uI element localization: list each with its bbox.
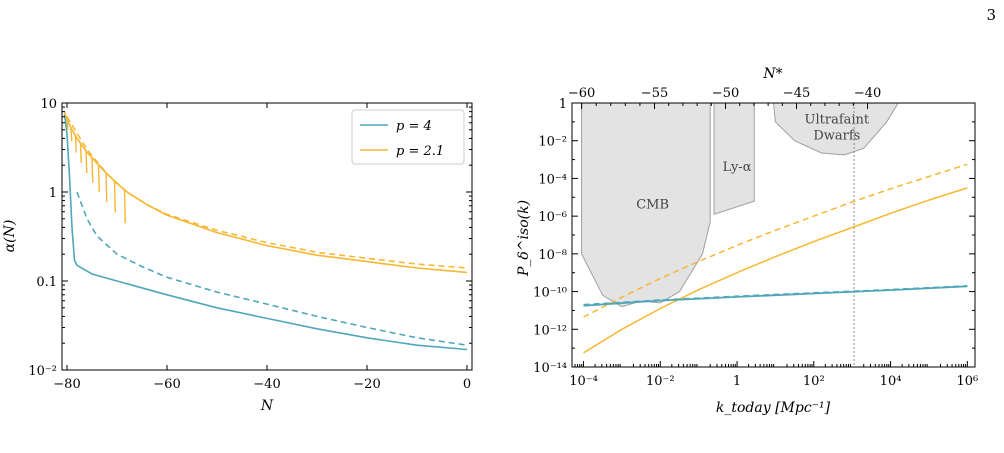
legend-label-p4: p = 4 bbox=[396, 119, 432, 134]
left-y-tick-label: 1 bbox=[49, 186, 57, 201]
left-y-axis-label: α(N) bbox=[2, 220, 18, 253]
left-x-tick-label: −60 bbox=[153, 377, 180, 392]
left-x-tick-label: −20 bbox=[353, 377, 380, 392]
page-number: 3 bbox=[986, 6, 996, 24]
left-series-oscillations bbox=[66, 119, 126, 224]
left-x-tick-label: −80 bbox=[53, 377, 80, 392]
legend-label-p2.1: p = 2.1 bbox=[396, 144, 444, 159]
left-y-tick-label: 0.1 bbox=[36, 275, 57, 290]
left-y-tick-label: 10 bbox=[40, 97, 57, 112]
left-x-tick-label: −40 bbox=[253, 377, 280, 392]
left-x-axis-label: N bbox=[260, 398, 274, 414]
left-series-0-solid bbox=[63, 113, 468, 351]
left-series-3-dashed bbox=[66, 116, 468, 269]
left-legend: p = 4 p = 2.1 bbox=[351, 109, 465, 165]
left-y-tick-label: 10⁻² bbox=[28, 364, 57, 379]
left-series-1-dashed bbox=[76, 191, 468, 346]
left-x-tick-label: 0 bbox=[463, 377, 471, 392]
